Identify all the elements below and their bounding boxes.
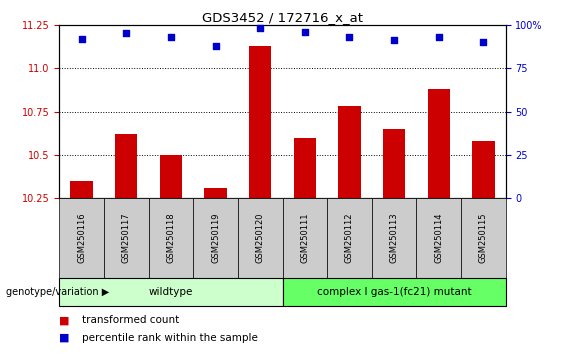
Text: GSM250113: GSM250113	[390, 213, 398, 263]
Text: complex I gas-1(fc21) mutant: complex I gas-1(fc21) mutant	[317, 287, 471, 297]
Point	[301, 29, 310, 35]
Bar	[249, 46, 271, 198]
Text: GSM250120: GSM250120	[256, 213, 264, 263]
Point	[77, 36, 86, 41]
Point	[434, 34, 444, 40]
Point	[255, 25, 264, 31]
Point	[345, 34, 354, 40]
Text: GSM250119: GSM250119	[211, 213, 220, 263]
Bar	[383, 129, 405, 198]
Text: GSM250111: GSM250111	[301, 213, 309, 263]
Bar	[338, 106, 360, 198]
Bar	[294, 138, 316, 198]
Bar	[160, 155, 182, 198]
Title: GDS3452 / 172716_x_at: GDS3452 / 172716_x_at	[202, 11, 363, 24]
Text: GSM250117: GSM250117	[122, 213, 131, 263]
Point	[167, 34, 176, 40]
Text: genotype/variation ▶: genotype/variation ▶	[6, 287, 109, 297]
Text: GSM250116: GSM250116	[77, 213, 86, 263]
Point	[479, 39, 488, 45]
Text: transformed count: transformed count	[82, 315, 179, 325]
Bar	[71, 181, 93, 198]
Text: GSM250114: GSM250114	[434, 213, 443, 263]
Point	[122, 30, 131, 36]
Bar	[205, 188, 227, 198]
Text: percentile rank within the sample: percentile rank within the sample	[82, 333, 258, 343]
Text: GSM250115: GSM250115	[479, 213, 488, 263]
Bar	[472, 141, 494, 198]
Text: wildtype: wildtype	[149, 287, 193, 297]
Bar	[428, 89, 450, 198]
Text: GSM250112: GSM250112	[345, 213, 354, 263]
Text: ■: ■	[59, 333, 70, 343]
Text: ■: ■	[59, 315, 70, 325]
Bar	[115, 134, 137, 198]
Point	[390, 38, 399, 43]
Text: GSM250118: GSM250118	[167, 213, 175, 263]
Point	[211, 43, 220, 48]
